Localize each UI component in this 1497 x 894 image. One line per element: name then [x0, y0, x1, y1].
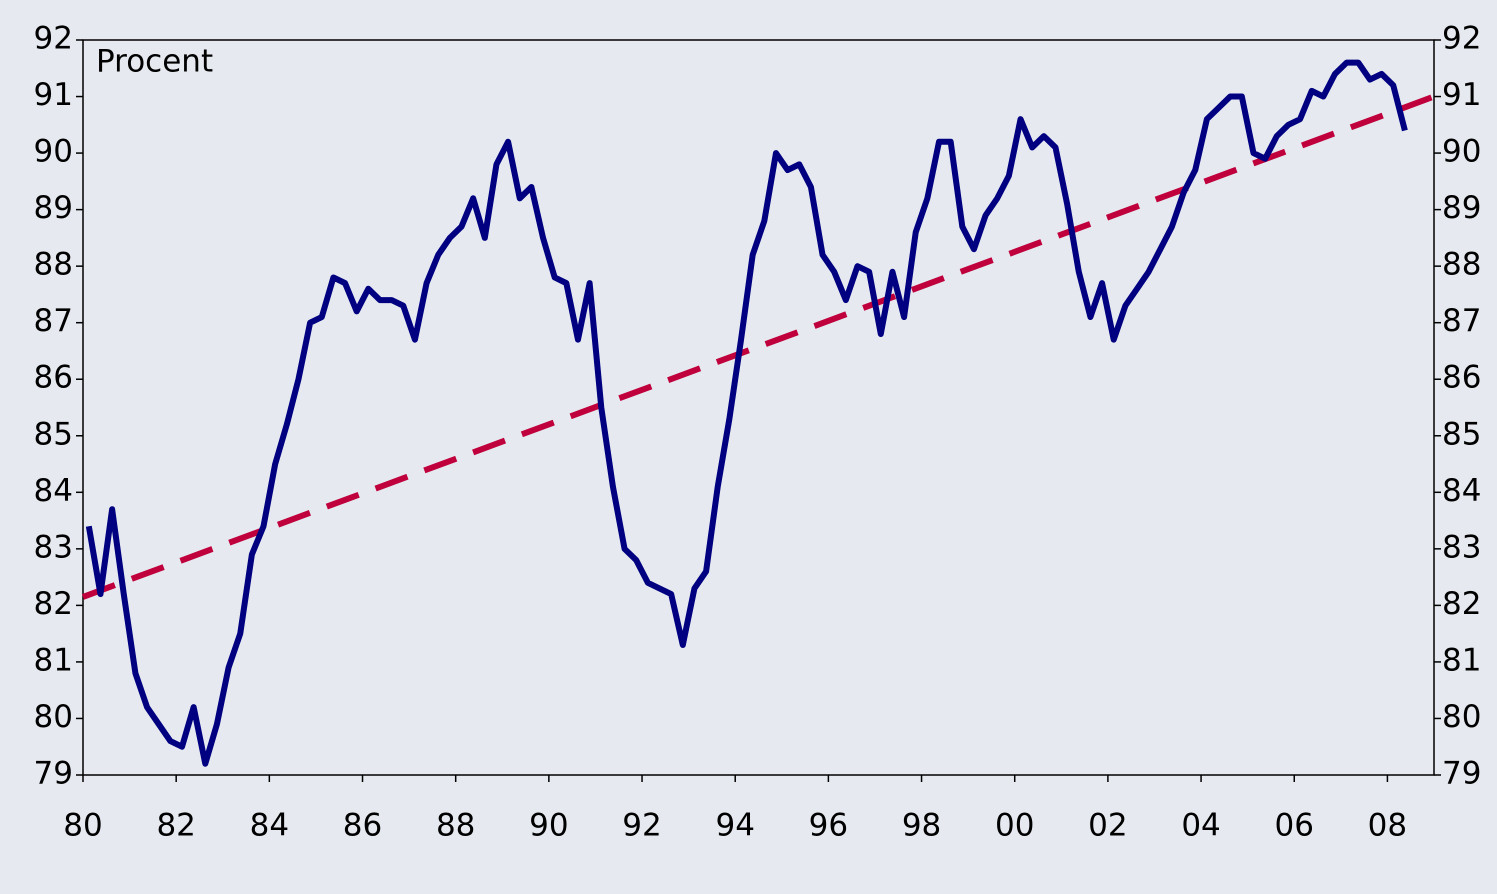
- y-tick-label: 87: [34, 303, 73, 339]
- y2-tick-label: 91: [1442, 77, 1481, 113]
- x-tick-label: 04: [1181, 808, 1220, 844]
- y2-tick-label: 88: [1442, 247, 1481, 283]
- y-tick-label: 81: [34, 642, 73, 678]
- x-tick-label: 96: [809, 808, 848, 844]
- plot-area: [82, 39, 1435, 776]
- y-tick-label: 82: [34, 586, 73, 622]
- x-tick-label: 90: [529, 808, 568, 844]
- y2-tick-label: 84: [1442, 473, 1481, 509]
- x-tick-label: 88: [436, 808, 475, 844]
- x-tick-label: 82: [156, 808, 195, 844]
- x-tick-label: 06: [1275, 808, 1314, 844]
- x-tick-label: 98: [902, 808, 941, 844]
- y-tick-label: 79: [34, 756, 73, 792]
- y2-tick-label: 83: [1442, 529, 1481, 565]
- line: [85, 59, 1408, 767]
- y2-tick-label: 82: [1442, 586, 1481, 622]
- y-tick-label: 83: [34, 529, 73, 565]
- y-tick-label: 92: [34, 21, 73, 57]
- annotation: Procent: [96, 44, 213, 80]
- y-tick-label: 91: [34, 77, 73, 113]
- y2-tick-label: 87: [1442, 303, 1481, 339]
- trend-line: [81, 93, 1436, 600]
- y2-tick-label: 80: [1442, 699, 1481, 735]
- x-tick-label: 08: [1368, 808, 1407, 844]
- y-tick-label: 84: [34, 473, 73, 509]
- x-tick-label: 84: [250, 808, 289, 844]
- y-tick-label: 89: [34, 190, 73, 226]
- y2-tick-label: 92: [1442, 21, 1481, 57]
- y-tick-label: 88: [34, 247, 73, 283]
- y-tick-label: 80: [34, 699, 73, 735]
- x-tick-label: 00: [995, 808, 1034, 844]
- x-tick-label: 92: [622, 808, 661, 844]
- y2-tick-label: 85: [1442, 416, 1481, 452]
- y2-tick-label: 89: [1442, 190, 1481, 226]
- y-tick-label: 86: [34, 360, 73, 396]
- x-tick-label: 02: [1088, 808, 1127, 844]
- y2-tick-label: 81: [1442, 642, 1481, 678]
- x-tick-label: 86: [343, 808, 382, 844]
- x-tick-label: 94: [715, 808, 754, 844]
- y2-tick-label: 79: [1442, 756, 1481, 792]
- y2-tick-label: 86: [1442, 360, 1481, 396]
- x-tick-label: 80: [63, 808, 102, 844]
- y2-tick-label: 90: [1442, 134, 1481, 170]
- y-tick-label: 85: [34, 416, 73, 452]
- y-tick-label: 90: [34, 134, 73, 170]
